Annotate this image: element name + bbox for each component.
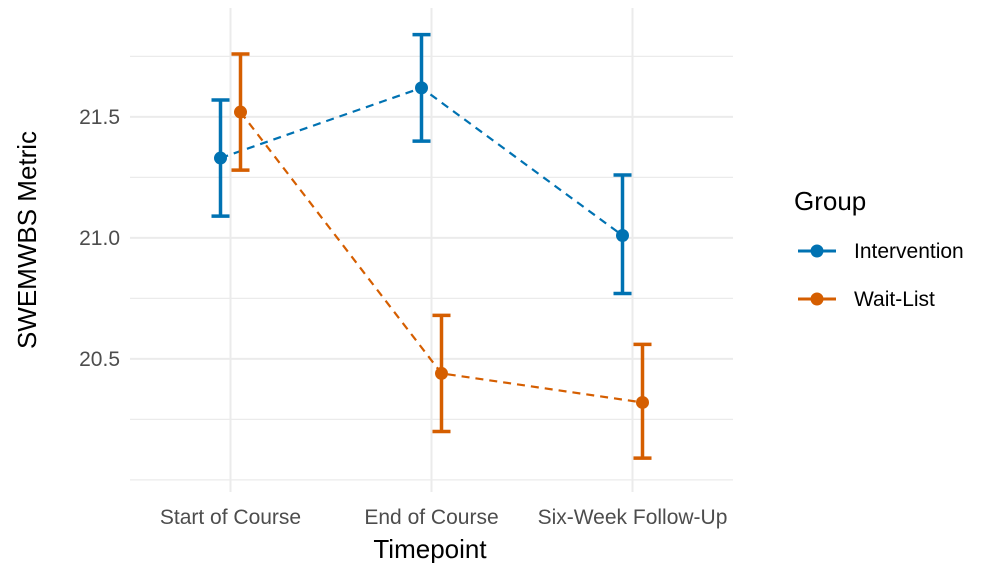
- legend-label: Intervention: [854, 240, 964, 263]
- data-point: [616, 228, 629, 242]
- data-point: [234, 105, 247, 119]
- y-axis-title: SWEMWBS Metric: [12, 131, 42, 349]
- legend-key-point: [810, 292, 824, 306]
- y-tick-label: 20.5: [79, 348, 120, 371]
- series-wait-list: [231, 52, 652, 460]
- legend-items: Intervention Wait-List: [798, 240, 964, 311]
- data-point: [415, 81, 428, 95]
- legend-item-wait-list: Wait-List: [798, 288, 935, 311]
- grid: [130, 8, 733, 492]
- x-axis-title: Timepoint: [373, 534, 487, 563]
- x-tick-label: Start of Course: [160, 506, 301, 529]
- x-tick-label: End of Course: [364, 506, 498, 529]
- legend: Group Intervention Wait-List: [794, 186, 964, 311]
- series-intervention: [211, 32, 632, 296]
- y-tick-label: 21.0: [79, 227, 120, 250]
- x-tick-label: Six-Week Follow-Up: [538, 506, 728, 529]
- data-point: [214, 151, 227, 165]
- y-axis-ticks: 20.5 21.0 21.5: [79, 106, 120, 371]
- y-tick-label: 21.5: [79, 106, 120, 129]
- data-point: [435, 366, 448, 380]
- legend-key-point: [810, 244, 824, 258]
- x-axis-ticks: Start of Course End of Course Six-Week Fol…: [160, 506, 728, 529]
- series-layer: [211, 32, 652, 460]
- legend-label: Wait-List: [854, 288, 935, 311]
- data-point: [636, 395, 649, 409]
- legend-item-intervention: Intervention: [798, 240, 964, 263]
- legend-title: Group: [794, 186, 866, 216]
